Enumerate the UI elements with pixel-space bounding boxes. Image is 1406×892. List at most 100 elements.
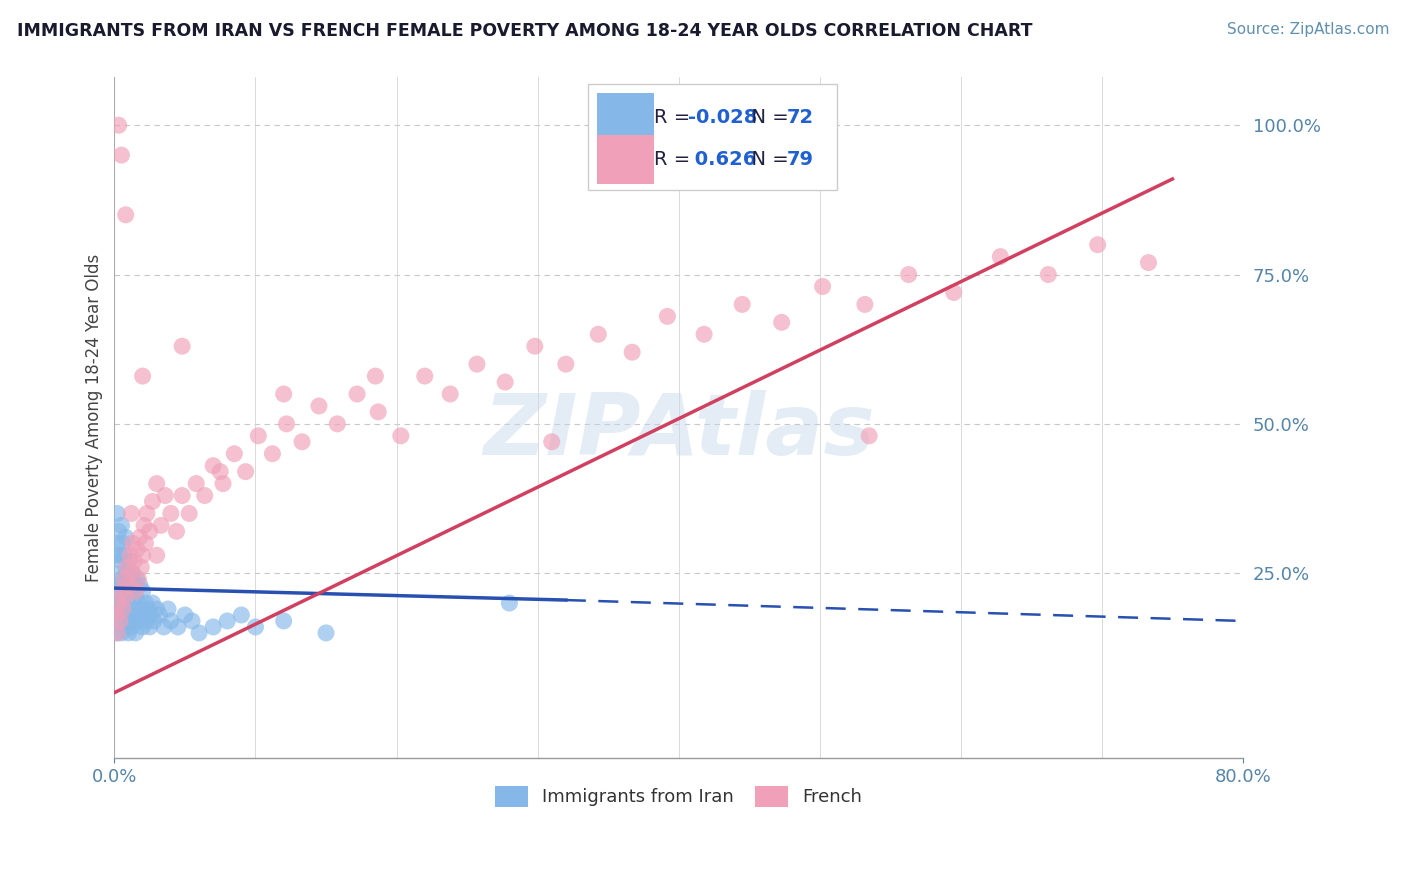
Point <box>114 590 136 604</box>
Point <box>172 339 194 353</box>
Point <box>110 596 132 610</box>
Point <box>194 489 217 503</box>
Point <box>167 620 190 634</box>
Text: -0.028: -0.028 <box>688 108 756 128</box>
Point <box>188 626 211 640</box>
Point <box>124 590 146 604</box>
Point <box>110 584 132 599</box>
Point <box>135 507 157 521</box>
Point <box>811 279 834 293</box>
Point <box>621 345 644 359</box>
Point <box>235 465 257 479</box>
Point <box>127 596 149 610</box>
Point <box>141 596 163 610</box>
Point <box>128 614 150 628</box>
Point <box>152 620 174 634</box>
Legend: Immigrants from Iran, French: Immigrants from Iran, French <box>488 779 869 814</box>
Text: Source: ZipAtlas.com: Source: ZipAtlas.com <box>1226 22 1389 37</box>
FancyBboxPatch shape <box>598 136 654 185</box>
Point <box>554 357 576 371</box>
Point <box>124 626 146 640</box>
Point <box>326 417 349 431</box>
Point <box>108 614 131 628</box>
Point <box>209 465 232 479</box>
Text: ZIPAtlas: ZIPAtlas <box>482 390 875 473</box>
Point <box>121 566 143 581</box>
Point <box>273 614 295 628</box>
Point <box>988 250 1011 264</box>
Text: R =: R = <box>654 108 696 128</box>
Point <box>118 572 141 586</box>
Point <box>186 476 208 491</box>
Point <box>105 584 128 599</box>
Point <box>179 507 201 521</box>
Point <box>128 530 150 544</box>
Point <box>120 566 142 581</box>
Point <box>139 607 162 622</box>
Point <box>135 614 157 628</box>
Point <box>136 602 159 616</box>
Y-axis label: Female Poverty Among 18-24 Year Olds: Female Poverty Among 18-24 Year Olds <box>86 253 103 582</box>
Point <box>122 578 145 592</box>
Point <box>770 315 793 329</box>
Point <box>117 626 139 640</box>
Point <box>108 548 131 562</box>
Point <box>105 626 128 640</box>
Point <box>121 602 143 616</box>
Point <box>202 620 225 634</box>
Point <box>217 614 239 628</box>
Point <box>145 602 167 616</box>
Point <box>1137 255 1160 269</box>
Point <box>153 489 176 503</box>
Point <box>111 607 134 622</box>
Point <box>125 572 148 586</box>
Point <box>731 297 754 311</box>
FancyBboxPatch shape <box>598 93 654 142</box>
Point <box>141 494 163 508</box>
Point <box>112 548 135 562</box>
Point <box>540 434 562 449</box>
Point <box>138 620 160 634</box>
Point <box>107 566 129 581</box>
Point <box>174 607 197 622</box>
Point <box>115 560 138 574</box>
Point <box>1038 268 1060 282</box>
Point <box>110 518 132 533</box>
Point <box>853 297 876 311</box>
Point <box>120 507 142 521</box>
Point <box>115 578 138 592</box>
Point <box>262 447 284 461</box>
Point <box>588 327 610 342</box>
Point <box>346 387 368 401</box>
Point <box>134 596 156 610</box>
Point <box>212 476 235 491</box>
Point <box>131 369 153 384</box>
Point <box>129 602 152 616</box>
Point <box>108 578 131 592</box>
Point <box>110 148 132 162</box>
Point <box>104 607 127 622</box>
Point <box>172 489 194 503</box>
Point <box>231 607 253 622</box>
Point <box>439 387 461 401</box>
Text: N =: N = <box>738 151 794 169</box>
Point <box>115 614 138 628</box>
Point <box>111 572 134 586</box>
Point <box>657 310 679 324</box>
Point <box>308 399 330 413</box>
Point <box>276 417 298 431</box>
Point <box>224 447 246 461</box>
Point <box>315 626 337 640</box>
Point <box>202 458 225 473</box>
Text: IMMIGRANTS FROM IRAN VS FRENCH FEMALE POVERTY AMONG 18-24 YEAR OLDS CORRELATION : IMMIGRANTS FROM IRAN VS FRENCH FEMALE PO… <box>17 22 1032 40</box>
Point <box>166 524 188 539</box>
Point <box>129 560 152 574</box>
Point <box>160 507 183 521</box>
Point <box>112 584 135 599</box>
Point <box>127 572 149 586</box>
Point <box>138 524 160 539</box>
Point <box>942 285 965 300</box>
Point <box>104 596 127 610</box>
Text: 72: 72 <box>787 108 814 128</box>
Point <box>110 626 132 640</box>
